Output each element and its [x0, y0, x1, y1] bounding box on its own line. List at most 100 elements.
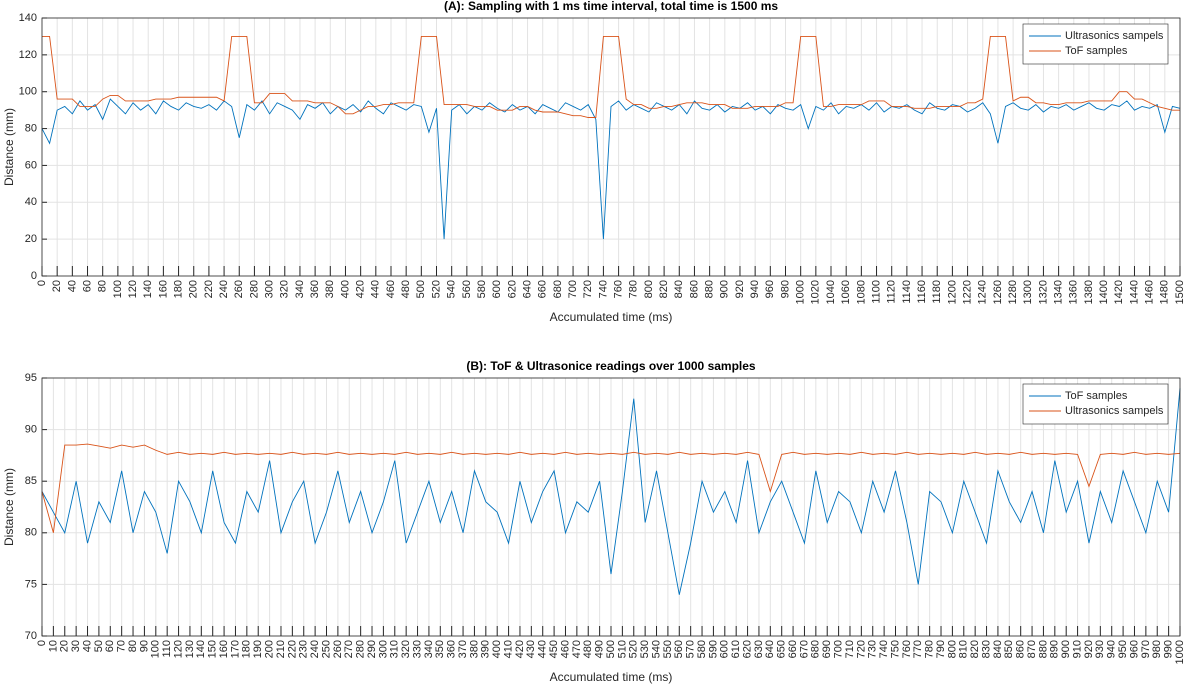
x-tick-label: 950	[1117, 640, 1129, 658]
x-tick-label: 870	[1026, 640, 1038, 658]
x-tick-label: 320	[279, 280, 291, 298]
x-tick-label: 860	[688, 280, 700, 298]
x-tick-label: 170	[229, 640, 241, 658]
x-tick-label: 1420	[1113, 280, 1125, 304]
x-tick-label: 530	[639, 640, 651, 658]
data-line	[42, 35, 1180, 118]
x-tick-label: 280	[355, 640, 367, 658]
x-tick-label: 1500	[1174, 280, 1186, 304]
x-tick-label: 1080	[855, 280, 867, 304]
x-tick-label: 560	[673, 640, 685, 658]
chart-title: (B): ToF & Ultrasonice readings over 100…	[466, 359, 756, 373]
x-tick-label: 210	[275, 640, 287, 658]
x-tick-label: 380	[468, 640, 480, 658]
x-tick-label: 420	[355, 280, 367, 298]
x-tick-label: 600	[491, 280, 503, 298]
y-tick-label: 0	[31, 270, 37, 282]
x-tick-label: 1200	[946, 280, 958, 304]
x-tick-label: 770	[912, 640, 924, 658]
x-tick-label: 690	[821, 640, 833, 658]
x-tick-label: 430	[525, 640, 537, 658]
x-tick-label: 990	[1163, 640, 1175, 658]
y-tick-label: 75	[25, 578, 37, 590]
x-tick-label: 760	[612, 280, 624, 298]
x-tick-label: 660	[787, 640, 799, 658]
legend-label: Ultrasonics sampels	[1065, 405, 1164, 417]
x-tick-label: 1120	[886, 280, 898, 304]
x-tick-label: 200	[264, 640, 276, 658]
x-tick-label: 300	[377, 640, 389, 658]
x-tick-label: 1380	[1083, 280, 1095, 304]
x-tick-label: 960	[1128, 640, 1140, 658]
y-tick-label: 100	[19, 86, 37, 98]
x-tick-label: 400	[339, 280, 351, 298]
x-tick-label: 60	[81, 280, 93, 292]
x-tick-label: 90	[138, 640, 150, 652]
x-tick-label: 880	[704, 280, 716, 298]
x-tick-label: 640	[521, 280, 533, 298]
x-tick-label: 920	[1083, 640, 1095, 658]
x-tick-label: 1260	[992, 280, 1004, 304]
x-tick-label: 460	[385, 280, 397, 298]
x-tick-label: 10	[47, 640, 59, 652]
y-tick-label: 70	[25, 630, 37, 642]
x-tick-label: 900	[719, 280, 731, 298]
x-tick-label: 30	[70, 640, 82, 652]
y-tick-label: 90	[25, 424, 37, 436]
x-tick-label: 1440	[1128, 280, 1140, 304]
x-tick-label: 480	[582, 640, 594, 658]
x-tick-label: 1100	[870, 280, 882, 304]
x-tick-label: 280	[248, 280, 260, 298]
x-tick-label: 890	[1049, 640, 1061, 658]
x-tick-label: 520	[430, 280, 442, 298]
x-tick-label: 740	[597, 280, 609, 298]
legend-label: ToF samples	[1065, 390, 1128, 402]
x-tick-label: 850	[1003, 640, 1015, 658]
x-tick-label: 1340	[1053, 280, 1065, 304]
x-tick-label: 820	[658, 280, 670, 298]
x-tick-label: 410	[502, 640, 514, 658]
x-tick-label: 490	[594, 640, 606, 658]
x-tick-label: 400	[491, 640, 503, 658]
x-tick-label: 180	[241, 640, 253, 658]
x-tick-label: 960	[764, 280, 776, 298]
x-tick-label: 620	[506, 280, 518, 298]
x-tick-label: 100	[112, 280, 124, 298]
x-tick-label: 780	[628, 280, 640, 298]
x-tick-label: 920	[734, 280, 746, 298]
legend: ToF samples Ultrasonics sampels	[1022, 383, 1169, 425]
x-tick-label: 100	[150, 640, 162, 658]
x-tick-label: 50	[93, 640, 105, 652]
x-tick-label: 930	[1094, 640, 1106, 658]
x-tick-label: 860	[1015, 640, 1027, 658]
x-tick-label: 40	[81, 640, 93, 652]
x-tick-label: 790	[935, 640, 947, 658]
x-tick-label: 570	[685, 640, 697, 658]
x-tick-label: 340	[423, 640, 435, 658]
x-tick-label: 810	[958, 640, 970, 658]
data-line	[41, 443, 1181, 533]
x-tick-label: 360	[309, 280, 321, 298]
x-tick-label: 470	[571, 640, 583, 658]
x-tick-label: 740	[878, 640, 890, 658]
x-tick-label: 840	[992, 640, 1004, 658]
x-tick-label: 1480	[1159, 280, 1171, 304]
x-tick-label: 590	[707, 640, 719, 658]
legend-box	[1022, 23, 1169, 65]
x-tick-label: 110	[161, 640, 173, 658]
y-axis-label: Distance (mm)	[2, 108, 16, 186]
x-tick-label: 1140	[901, 280, 913, 304]
x-tick-label: 160	[157, 280, 169, 298]
x-tick-label: 1000	[795, 280, 807, 304]
x-tick-label: 520	[628, 640, 640, 658]
x-tick-label: 440	[370, 280, 382, 298]
x-axis-label: Accumulated time (ms)	[550, 310, 673, 324]
x-tick-label: 940	[1106, 640, 1118, 658]
axes-box	[41, 377, 1181, 637]
x-tick-label: 700	[567, 280, 579, 298]
x-tick-label: 1460	[1144, 280, 1156, 304]
x-tick-label: 610	[730, 640, 742, 658]
x-tick-label: 320	[400, 640, 412, 658]
x-tick-label: 380	[324, 280, 336, 298]
